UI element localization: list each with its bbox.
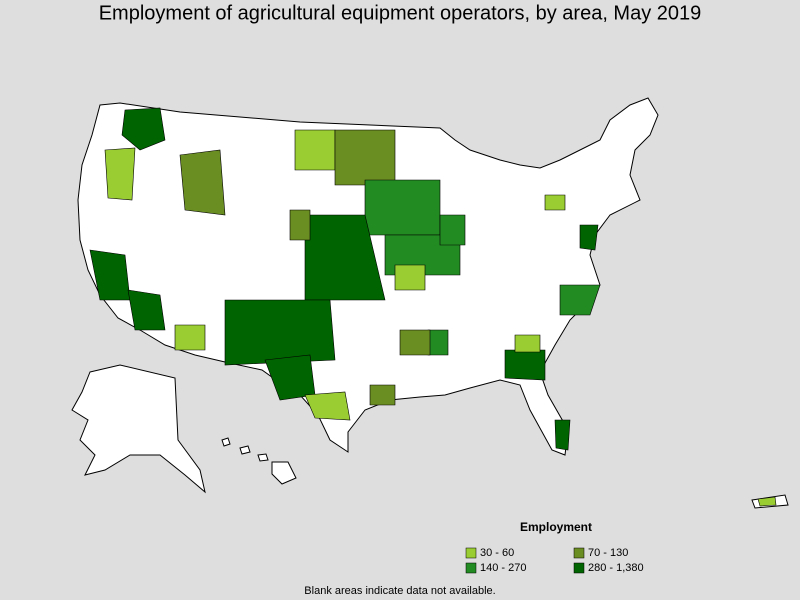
legend: 30 - 60 70 - 130 140 - 270 280 - 1,380 <box>465 547 644 574</box>
area <box>174 324 206 351</box>
legend-title: Employment <box>520 520 592 534</box>
map <box>71 97 789 509</box>
legend-swatch <box>573 547 585 559</box>
area <box>127 289 166 331</box>
area <box>294 129 336 171</box>
footnote: Blank areas indicate data not available. <box>304 585 495 597</box>
area <box>427 329 449 356</box>
area <box>304 214 386 301</box>
area <box>559 284 601 316</box>
area <box>544 194 566 211</box>
area <box>289 209 311 241</box>
area <box>364 179 441 236</box>
area <box>399 329 431 356</box>
area <box>334 129 396 186</box>
hawaii <box>221 437 297 485</box>
area <box>224 299 336 366</box>
area <box>757 496 777 507</box>
legend-label: 280 - 1,380 <box>588 562 644 574</box>
area <box>104 147 136 201</box>
area <box>394 264 426 291</box>
area <box>369 384 396 406</box>
area <box>89 249 131 301</box>
legend-swatch <box>573 562 585 574</box>
area <box>121 107 166 151</box>
legend-label: 140 - 270 <box>480 562 526 574</box>
legend-swatch <box>465 547 477 559</box>
area <box>579 224 599 251</box>
area <box>439 214 466 246</box>
area <box>179 149 226 216</box>
map-title: Employment of agricultural equipment ope… <box>99 2 702 24</box>
area <box>304 391 351 421</box>
alaska <box>71 364 206 494</box>
area <box>504 349 546 381</box>
legend-swatch <box>465 562 477 574</box>
legend-label: 70 - 130 <box>588 547 628 559</box>
area <box>264 354 316 401</box>
area <box>514 334 541 353</box>
legend-label: 30 - 60 <box>480 547 514 559</box>
area <box>554 419 571 451</box>
